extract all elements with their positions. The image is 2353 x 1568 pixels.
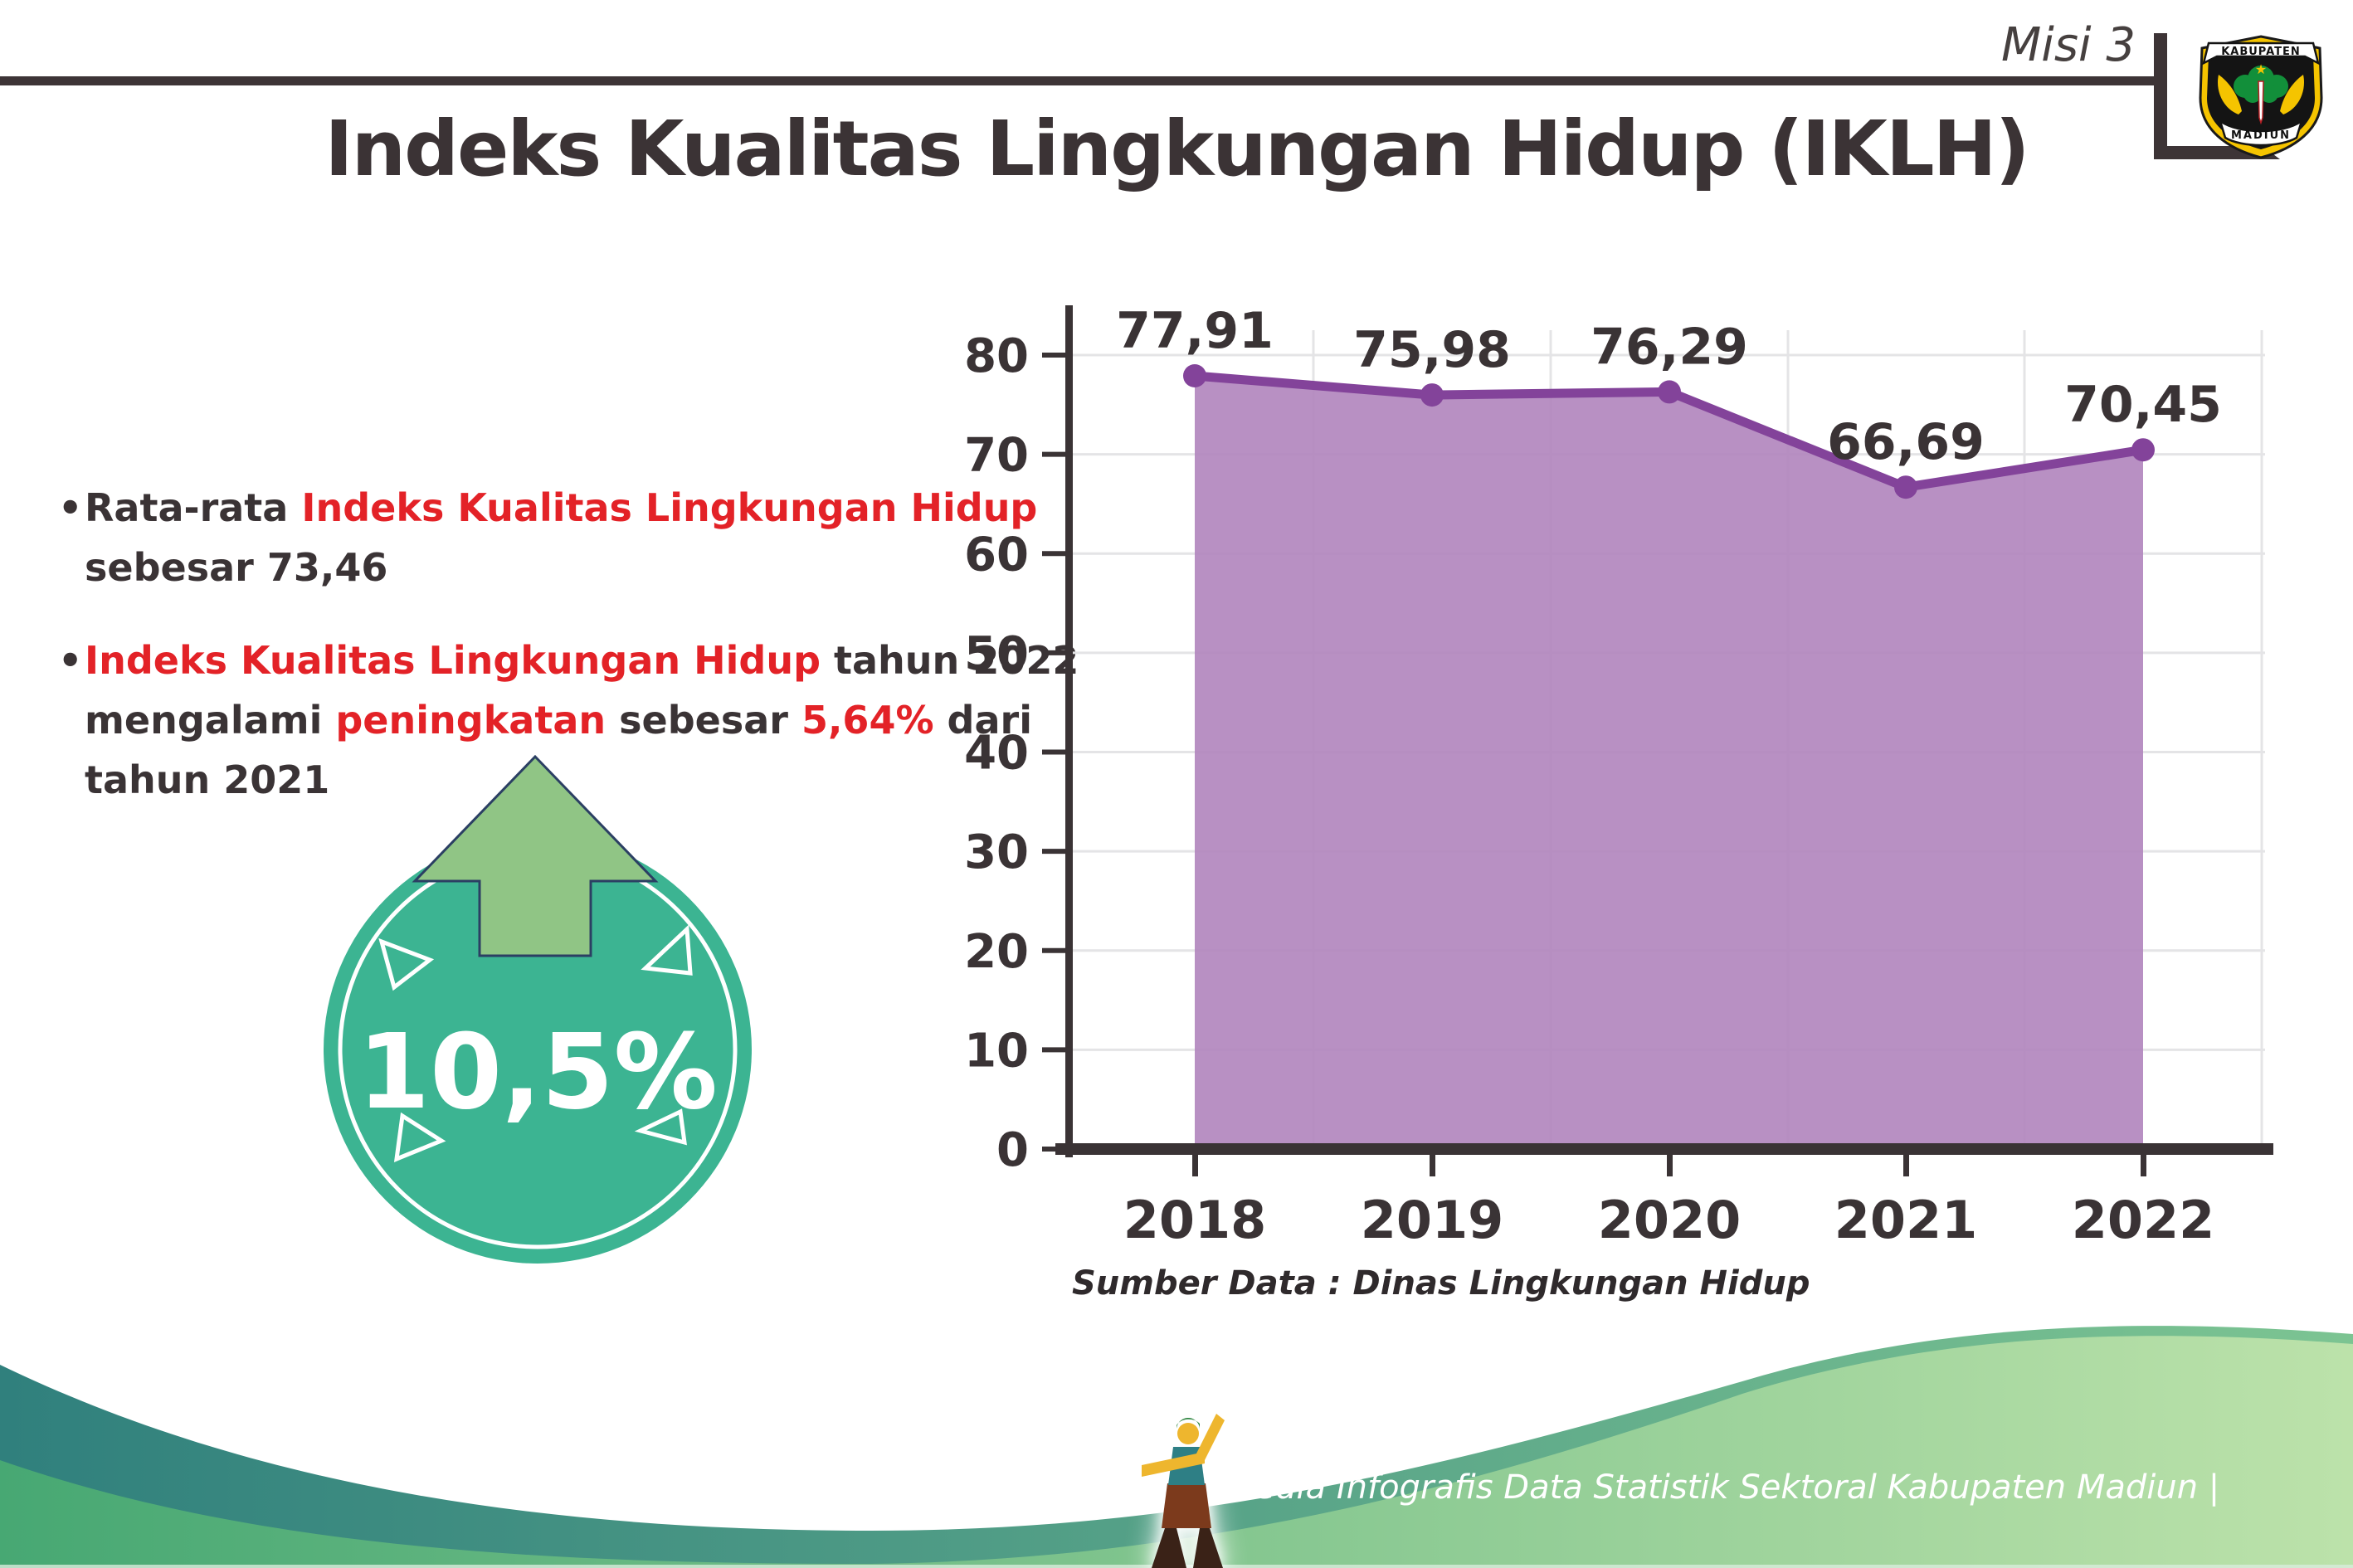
data-label: 75,98 [1353,321,1511,379]
bullet-text: sebesar [606,698,801,743]
header-rule [0,76,2157,85]
data-point [2131,438,2155,462]
bullet-text: tahun 2021 [85,757,330,802]
increase-arrow-icon [412,754,659,957]
page-title: Indeks Kualitas Lingkungan Hidup (IKLH) [324,105,2029,193]
y-tick [1042,1147,1072,1152]
source-note: Sumber Data : Dinas Lingkungan Hidup [1072,1264,1810,1303]
y-tick [1042,947,1072,953]
mascot-icon [1142,1414,1225,1568]
bullet-text: tahun 2022 [821,638,1079,683]
misi-label: Misi 3 [2000,18,2136,72]
data-label: 66,69 [1827,413,1985,471]
logo-left-wing [2218,75,2242,114]
sparkle-triangle-icon [634,1108,687,1146]
badge-value: 10,5% [358,1012,718,1132]
y-tick [1042,1047,1072,1053]
data-point [1658,380,1681,404]
increase-badge: 10,5% [315,751,763,1269]
bullet-marker: • [58,638,83,683]
bullet-text-highlight: 5,64% [801,698,934,743]
bullet-average-iklh: •Rata-rata Indeks Kualitas Lingkungan Hi… [58,478,1079,597]
logo-keris [2258,80,2264,125]
data-point [1894,475,1917,499]
x-axis [1055,1143,2273,1155]
bullet-line: •Rata-rata Indeks Kualitas Lingkungan Hi… [58,478,1079,538]
increase-badge-graphic: 10,5% [324,754,752,1264]
logo-bottom-text: MADIUN [2231,129,2291,142]
footer-wave: Media Infografis Data Statistik Sektoral… [0,1326,2353,1568]
x-category-label: 2021 [1834,1190,1978,1250]
logo-top-text: KABUPATEN [2221,46,2301,58]
logo-star-icon: ★ [2255,61,2267,77]
y-tick-label: 80 [964,329,1029,383]
x-category-label: 2022 [2072,1190,2215,1250]
chart-area [1195,376,2143,1150]
y-tick-label: 20 [964,925,1029,979]
data-label: 77,91 [1116,302,1274,360]
bullet-text: mengalami [85,698,336,743]
bullet-text-highlight: Indeks Kualitas Lingkungan Hidup [301,485,1038,530]
bullet-line: •Indeks Kualitas Lingkungan Hidup tahun … [58,631,1079,690]
bullet-line: tahun 2021 [85,750,1079,810]
logo-right-wing [2280,75,2304,114]
sparkle-triangle-icon [378,937,435,991]
x-tick [1903,1155,1909,1176]
x-category-label: 2018 [1123,1190,1267,1250]
y-tick-label: 30 [964,825,1029,879]
logo-tree [2260,85,2278,103]
bullet-marker: • [58,485,83,530]
x-category-label: 2019 [1361,1190,1504,1250]
sparkle-triangle-icon [641,924,693,976]
x-tick [2141,1155,2146,1176]
data-label: 76,29 [1591,318,1748,376]
x-tick [1430,1155,1435,1176]
bullet-text-highlight: peningkatan [335,698,607,743]
data-point [1420,383,1444,407]
chart-line [1190,371,2148,492]
x-category-label: 2020 [1598,1190,1742,1250]
footer-green-wave [0,1336,2353,1568]
bullet-text: Rata-rata [85,485,302,530]
data-point [1183,364,1206,388]
bullet-iklh-increase: •Indeks Kualitas Lingkungan Hidup tahun … [58,631,1079,810]
kabupaten-madiun-logo: KABUPATEN ★ MADIUN [2199,35,2323,159]
x-tick [1192,1155,1198,1176]
bullet-line: sebesar 73,46 [85,538,1079,597]
bullet-line: mengalami peningkatan sebesar 5,64% dari [85,690,1079,750]
y-tick [1042,451,1072,457]
y-tick-label: 70 [964,429,1029,483]
y-tick-label: 10 [964,1024,1029,1078]
bullet-text-highlight: Indeks Kualitas Lingkungan Hidup [85,638,821,683]
logo-bottom-ribbon [2218,118,2304,147]
y-tick [1042,353,1072,358]
y-tick-label: 0 [996,1123,1029,1177]
sparkle-triangle-icon [393,1112,446,1162]
logo-corner-bracket-vertical [2154,33,2167,158]
x-tick [1667,1155,1673,1176]
badge-circle [324,835,752,1264]
logo-top-ribbon [2202,41,2320,66]
y-tick [1042,849,1072,855]
summary-bullets: •Rata-rata Indeks Kualitas Lingkungan Hi… [58,478,1079,810]
bullet-text: sebesar 73,46 [85,545,388,590]
footer-caption: Media Infografis Data Statistik Sektoral… [1226,1468,2219,1507]
data-label: 70,45 [2064,376,2222,434]
logo-tree [2243,85,2262,103]
bullet-text: dari [933,698,1032,743]
